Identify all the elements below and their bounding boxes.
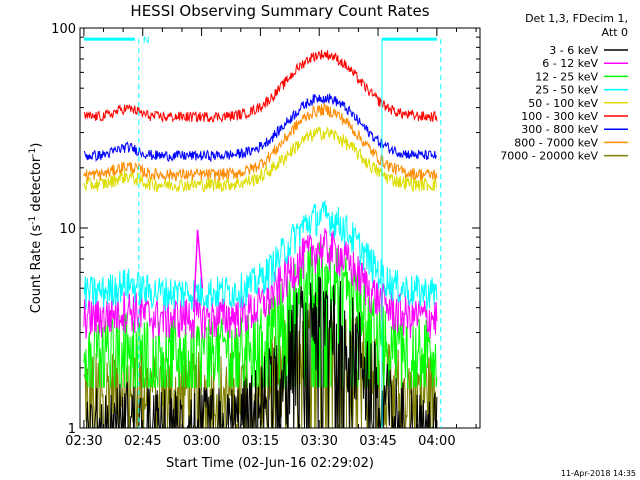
series-line	[83, 200, 438, 312]
flag-label: N	[143, 36, 150, 46]
legend-header-line2: Att 0	[602, 26, 628, 39]
x-tick-label: 04:00	[418, 434, 455, 449]
x-tick-label: 02:30	[65, 434, 102, 449]
legend-label: 7000 - 20000 keV	[500, 150, 598, 163]
y-axis-label-end: )	[29, 143, 44, 148]
legend-label: 100 - 300 keV	[521, 110, 598, 123]
magenta-spike	[192, 229, 204, 313]
series-line	[83, 126, 438, 194]
series-3-6-kev	[83, 276, 438, 428]
y-tick-label: 10	[59, 222, 76, 237]
x-tick-label: 03:00	[183, 434, 220, 449]
plot-area	[83, 49, 438, 428]
y-axis: 1 10 100	[51, 22, 480, 437]
y-axis-label-sup1: -1	[28, 216, 38, 225]
series-300-800-kev	[83, 93, 438, 163]
series-line	[83, 49, 438, 123]
y-tick-label: 1	[68, 422, 76, 437]
y-axis-label: Count Rate (s-1 detector-1)	[28, 143, 44, 314]
legend-label: 6 - 12 keV	[542, 57, 598, 70]
legend-label: 800 - 7000 keV	[514, 136, 598, 149]
chart-title: HESSI Observing Summary Count Rates	[130, 2, 429, 20]
y-tick-label: 100	[51, 22, 76, 37]
series-line	[83, 93, 438, 163]
y-axis-label-sup2: -1	[28, 148, 38, 157]
x-tick-label: 03:45	[359, 434, 396, 449]
legend-header-line1: Det 1,3, FDecim 1,	[525, 12, 628, 25]
legend-label: 50 - 100 keV	[528, 97, 598, 110]
y-axis-label-mid: detector	[29, 156, 44, 216]
series-100-300-kev	[83, 49, 438, 123]
x-tick-label: 03:15	[242, 434, 279, 449]
series-line	[83, 102, 438, 182]
series-25-50-kev	[83, 200, 438, 312]
series-line	[83, 276, 438, 428]
x-tick-label: 02:45	[124, 434, 161, 449]
legend-label: 25 - 50 keV	[535, 84, 598, 97]
legend-label: 3 - 6 keV	[549, 44, 598, 57]
x-axis-label: Start Time (02-Jun-16 02:29:02)	[166, 456, 374, 471]
footer-timestamp: 11-Apr-2018 14:35	[561, 469, 636, 478]
series-50-100-kev	[83, 126, 438, 194]
legend-label: 300 - 800 keV	[521, 123, 598, 136]
series-800-7000-kev	[83, 102, 438, 182]
x-tick-label: 03:30	[300, 434, 337, 449]
y-axis-label-main: Count Rate (s	[29, 225, 44, 314]
legend-label: 12 - 25 keV	[535, 70, 598, 83]
x-axis: 02:30 02:45 03:00 03:15 03:30 03:45 04:00	[65, 28, 477, 449]
